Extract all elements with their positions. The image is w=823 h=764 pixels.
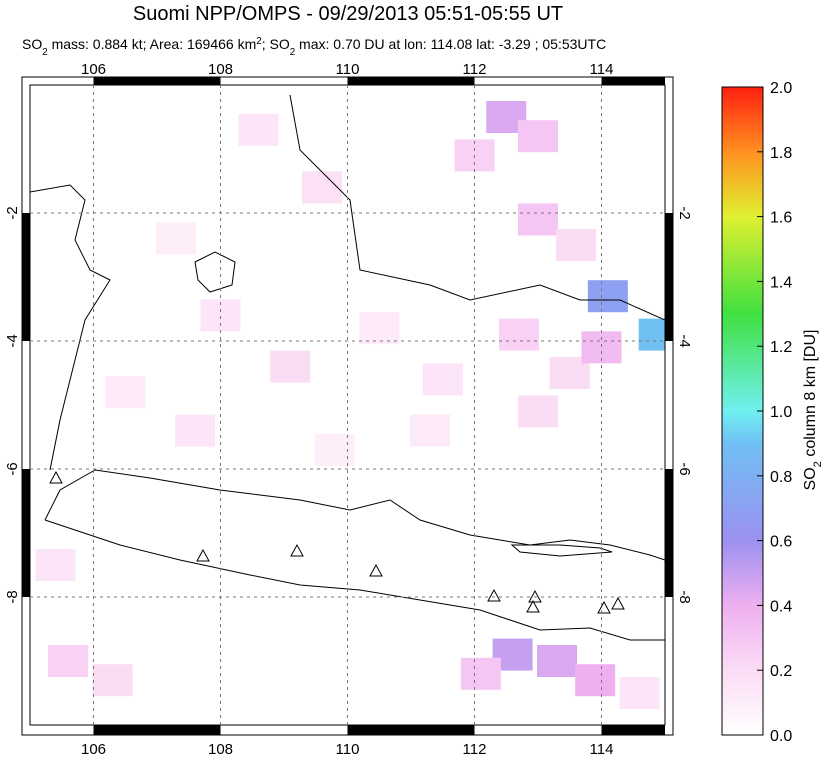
border-bar (601, 725, 665, 735)
so2-pixel (105, 376, 146, 409)
so2-pixel (518, 203, 558, 236)
colorbar-tick-label: 0.4 (770, 598, 792, 615)
lon-tick-label: 112 (463, 741, 487, 758)
lat-tick-label: -4 (4, 334, 21, 347)
colorbar-tick-label: 1.2 (770, 339, 792, 356)
border-bar (665, 469, 673, 597)
colorbar-tick-label: 0.6 (770, 534, 792, 551)
lat-tick-label: -8 (676, 590, 693, 603)
lon-tick-label: 110 (336, 741, 360, 758)
so2-pixel (359, 312, 400, 345)
so2-pixel (270, 350, 311, 383)
so2-pixel (410, 414, 451, 447)
lon-tick-label: 106 (81, 741, 106, 758)
text-part: SO (22, 36, 42, 52)
colorbar-tick-label: 1.8 (770, 145, 792, 162)
so2-pixel (638, 318, 665, 351)
lat-tick-label: -2 (4, 206, 21, 219)
border-bar (22, 469, 30, 597)
coastlines (30, 94, 665, 641)
colorbar-tick-label: 1.0 (770, 404, 792, 421)
so2-pixel (156, 222, 197, 255)
lon-tick-label: 108 (208, 61, 233, 78)
colorbar-tick-label: 0.2 (770, 663, 792, 680)
colorbar-tick-label: 0.8 (770, 469, 792, 486)
text-part: 2 (812, 461, 823, 467)
colorbar-label: SO2 column 8 km [DU] (802, 330, 823, 491)
lon-tick-label: 106 (81, 61, 106, 78)
so2-pixel (92, 664, 133, 697)
border-bar (665, 213, 673, 341)
lon-tick-label: 114 (590, 61, 614, 78)
lon-tick-label: 110 (336, 61, 360, 78)
so2-pixel (175, 414, 216, 447)
so2-pixel (575, 664, 616, 697)
text-part: column 8 km [DU] (802, 330, 819, 462)
text-part: SO (802, 467, 819, 490)
so2-pixel (556, 229, 597, 261)
text-part: ; SO (262, 36, 290, 52)
so2-pixel (518, 395, 558, 428)
so2-pixel (518, 120, 558, 153)
so2-pixel (619, 677, 660, 709)
border-bar (93, 77, 221, 85)
volcanoes (49, 470, 625, 614)
text-part: 2 (42, 47, 47, 58)
so2-pixels (35, 101, 665, 709)
colorbar-tick-label: 2.0 (770, 80, 792, 97)
colorbar-tick-label: 1.4 (770, 274, 792, 291)
lon-tick-label: 114 (590, 741, 614, 758)
so2-pixel (498, 318, 539, 351)
so2-pixel (460, 657, 501, 690)
subtitle: SO2 mass: 0.884 kt; Area: 169466 km2; SO… (22, 36, 606, 58)
text-part: mass: 0.884 kt; Area: 169466 km (48, 36, 257, 52)
map-axes: 106 106 108 108 110 110 112 112 114 114 -2 -2 -4 -4 -6… (4, 61, 693, 758)
so2-pixel (314, 433, 355, 466)
colorbar (721, 86, 764, 736)
so2-pixel (302, 171, 343, 204)
colorbar-tick-label: 1.6 (770, 210, 792, 227)
so2-pixel (48, 645, 89, 677)
border-bar (22, 213, 30, 341)
lat-tick-label: -2 (676, 206, 693, 219)
so2-pixel (35, 549, 76, 581)
text-part: max: 0.70 DU at lon: 114.08 lat: -3.29 ;… (295, 36, 606, 52)
lat-tick-label: -4 (676, 334, 693, 347)
so2-pixel (238, 113, 279, 146)
text-part: 2 (290, 47, 295, 58)
so2-pixel (422, 363, 463, 396)
lat-tick-label: -6 (4, 462, 21, 475)
lon-tick-label: 112 (463, 61, 487, 78)
lon-tick-label: 108 (208, 741, 233, 758)
border-bar (601, 77, 665, 85)
border-bar (93, 725, 221, 735)
border-bar (347, 77, 475, 85)
border-bar (347, 725, 475, 735)
text-part: 2 (256, 36, 261, 47)
so2-pixel (537, 645, 578, 677)
title: Suomi NPP/OMPS - 09/29/2013 05:51-05:55 … (133, 3, 563, 25)
so2-pixel (587, 280, 628, 313)
lat-tick-label: -6 (676, 462, 693, 475)
lat-tick-label: -8 (4, 590, 21, 603)
colorbar-tick-label: 0.0 (770, 728, 792, 745)
